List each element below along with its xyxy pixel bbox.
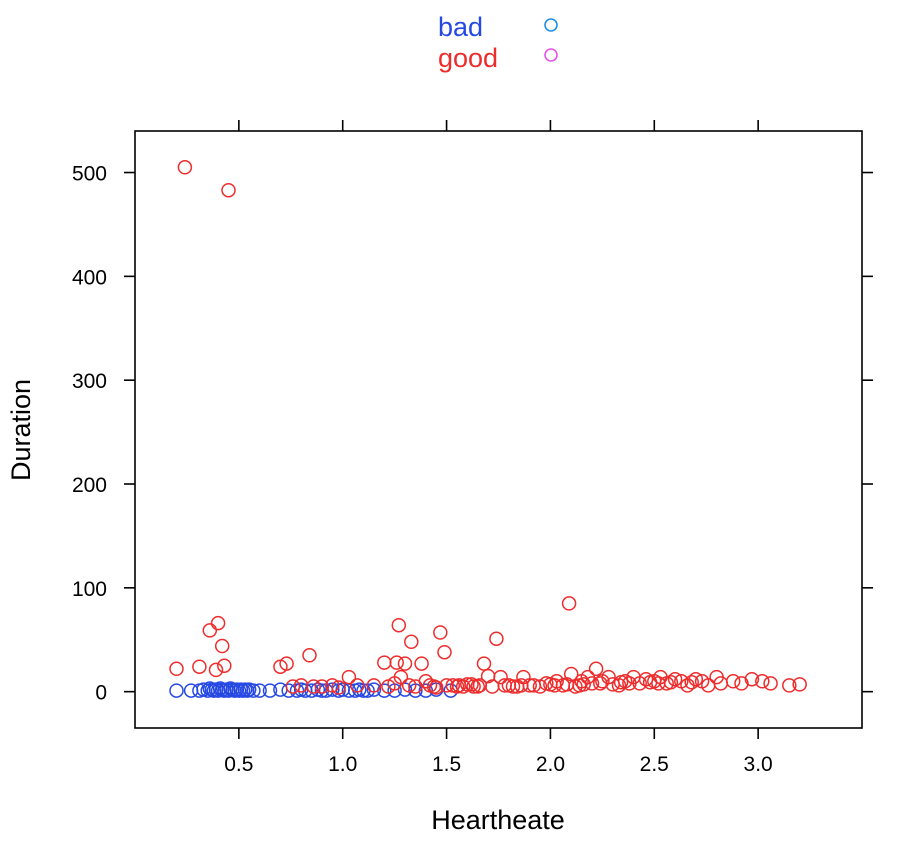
- plot-frame: [134, 130, 863, 729]
- y-tick-label: 500: [72, 163, 107, 186]
- point-good: [177, 160, 193, 175]
- point-good: [725, 674, 741, 689]
- point-bad: [397, 682, 413, 697]
- point-bad: [246, 683, 261, 698]
- point-good: [455, 679, 471, 694]
- point-good: [466, 679, 481, 694]
- point-good: [445, 678, 461, 693]
- y-axis-title: Duration: [6, 379, 36, 481]
- point-good: [404, 634, 419, 650]
- point-bad: [252, 683, 267, 698]
- point-good: [302, 648, 317, 663]
- point-good: [576, 677, 591, 692]
- y-tick-label: 0: [95, 682, 107, 705]
- data-points: [169, 160, 807, 698]
- point-good: [734, 676, 749, 691]
- x-tick-label: 3.0: [744, 753, 773, 776]
- point-good: [642, 675, 658, 690]
- point-good: [202, 623, 218, 638]
- point-good: [613, 675, 629, 690]
- point-bad: [262, 683, 278, 698]
- point-good: [331, 680, 346, 695]
- y-tick-label: 100: [72, 578, 107, 601]
- x-tick-label: 1.0: [328, 753, 357, 776]
- point-good: [169, 661, 184, 677]
- point-good: [428, 680, 444, 695]
- point-good: [561, 596, 577, 611]
- point-good: [622, 676, 637, 691]
- x-tick-label: 2.0: [536, 753, 565, 776]
- point-good: [393, 669, 409, 685]
- legend-marker-good: [544, 48, 558, 62]
- point-good: [391, 617, 407, 633]
- point-good: [505, 679, 521, 694]
- point-good: [792, 677, 807, 692]
- point-good: [192, 659, 207, 674]
- point-good: [341, 669, 357, 685]
- legend: bad good: [438, 12, 558, 73]
- point-good: [782, 678, 797, 693]
- point-good: [414, 656, 429, 671]
- point-good: [667, 671, 683, 687]
- point-bad: [169, 683, 184, 698]
- point-good: [350, 678, 365, 693]
- point-good: [437, 644, 452, 660]
- point-good: [221, 182, 236, 198]
- point-good: [651, 676, 666, 691]
- y-tick-label: 400: [72, 266, 107, 289]
- point-good: [688, 671, 704, 687]
- point-good: [397, 656, 413, 671]
- x-tick-label: 0.5: [224, 753, 253, 776]
- y-axis: 0 100 200 300 400 500: [72, 163, 873, 705]
- point-good: [418, 674, 434, 689]
- point-bad: [366, 682, 382, 697]
- x-axis: 0.5 1.0 1.5 2.0 2.5 3.0: [224, 120, 773, 776]
- point-good: [522, 678, 537, 693]
- point-good: [433, 625, 448, 640]
- x-tick-label: 2.5: [640, 753, 669, 776]
- point-good: [214, 638, 230, 654]
- point-good: [306, 679, 321, 694]
- point-good: [755, 674, 770, 689]
- point-good: [325, 678, 340, 693]
- point-good: [489, 631, 504, 646]
- point-good: [389, 655, 404, 670]
- point-good: [314, 679, 330, 694]
- point-good: [539, 676, 554, 691]
- point-good: [217, 658, 232, 673]
- point-good: [285, 679, 301, 694]
- point-good: [472, 678, 488, 693]
- legend-label-bad: bad: [438, 12, 483, 42]
- x-axis-title: Heartheate: [431, 805, 565, 835]
- point-good: [377, 655, 392, 670]
- point-good: [208, 662, 224, 678]
- point-good: [744, 671, 760, 687]
- point-good: [763, 676, 778, 691]
- point-good: [497, 678, 512, 693]
- point-good: [366, 678, 382, 693]
- point-good: [593, 676, 608, 691]
- point-good: [684, 675, 699, 690]
- point-good: [493, 669, 508, 685]
- y-tick-label: 200: [72, 474, 107, 497]
- legend-marker-bad: [544, 18, 558, 32]
- point-good: [588, 661, 604, 677]
- point-good: [401, 678, 417, 693]
- point-good: [563, 666, 579, 682]
- point-good: [279, 656, 294, 671]
- legend-label-good: good: [438, 43, 498, 73]
- point-bad: [325, 682, 340, 697]
- point-good: [476, 656, 492, 671]
- y-tick-label: 300: [72, 370, 107, 393]
- point-good: [464, 677, 479, 692]
- point-bad: [418, 683, 434, 698]
- x-tick-label: 1.5: [432, 753, 461, 776]
- point-good: [514, 678, 529, 693]
- point-good: [210, 615, 226, 631]
